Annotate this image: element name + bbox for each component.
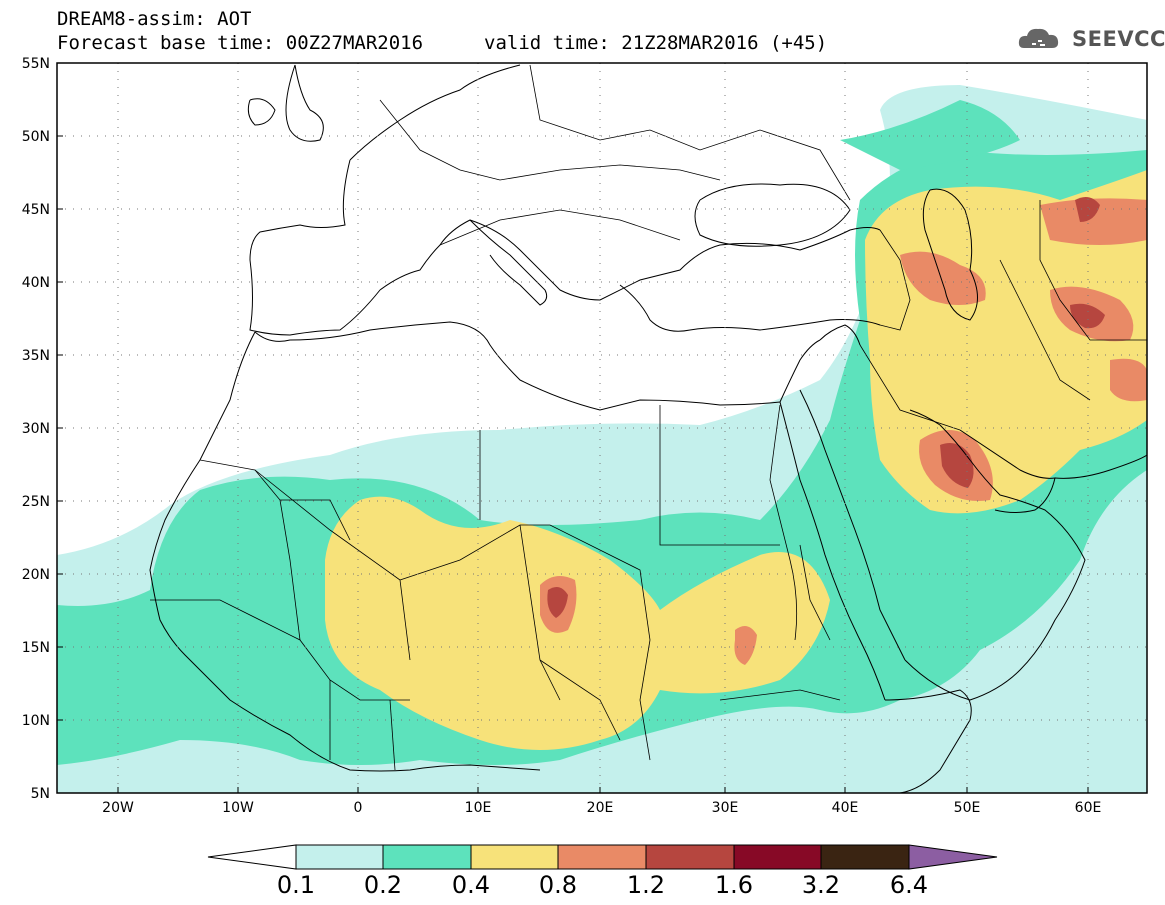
colorbar-segment (645, 844, 735, 870)
aot-contour-fields (57, 85, 1147, 793)
colorbar-segment (470, 844, 559, 870)
lat-label: 15N (22, 640, 50, 656)
map-gridlines (57, 63, 1147, 793)
colorbar-label: 0.2 (364, 871, 402, 899)
colorbar (207, 844, 998, 870)
colorbar-segment (908, 844, 998, 870)
colorbar-segment (733, 844, 822, 870)
colorbar-label: 3.2 (802, 871, 840, 899)
lat-label: 55N (22, 56, 50, 72)
lat-label: 50N (22, 129, 50, 145)
colorbar-labels: 0.1 0.2 0.4 0.8 1.2 1.6 3.2 6.4 (277, 871, 928, 899)
colorbar-segment (820, 844, 910, 870)
lat-label: 5N (31, 786, 50, 802)
colorbar-label: 6.4 (890, 871, 928, 899)
colorbar-segment (557, 844, 647, 870)
country-borders (150, 64, 1147, 771)
product-title: DREAM8-assim: AOT (57, 8, 252, 30)
lon-label: 30E (712, 800, 739, 816)
logo-text: SEEVCCC (1072, 27, 1165, 51)
lon-label: 0 (354, 800, 363, 816)
colorbar-label: 1.2 (627, 871, 665, 899)
lon-label: 50E (954, 800, 981, 816)
lat-label: 40N (22, 275, 50, 291)
lat-label: 30N (22, 421, 50, 437)
colorbar-label: 0.4 (452, 871, 490, 899)
axis-ticks (57, 62, 1089, 794)
colorbar-label: 0.1 (277, 871, 315, 899)
colorbar-segment (382, 844, 472, 870)
colorbar-segment (207, 844, 297, 870)
longitude-labels: 20W 10W 0 10E 20E 30E 40E 50E 60E (102, 800, 1101, 816)
lat-label: 25N (22, 494, 50, 510)
valid-time: valid time: 21Z28MAR2016 (+45) (484, 32, 828, 54)
lat-label: 45N (22, 202, 50, 218)
lon-label: 20W (102, 800, 134, 816)
colorbar-label: 1.6 (715, 871, 753, 899)
lon-label: 40E (832, 800, 859, 816)
colorbar-label: 0.8 (539, 871, 577, 899)
colorbar-segment (295, 844, 384, 870)
forecast-base-time: Forecast base time: 00Z27MAR2016 (57, 32, 424, 54)
cloud-logo-icon (1018, 28, 1059, 48)
lon-label: 60E (1075, 800, 1102, 816)
lon-label: 10W (222, 800, 254, 816)
latitude-labels: 55N 50N 45N 40N 35N 30N 25N 20N 15N 10N … (22, 56, 50, 802)
lat-label: 35N (22, 348, 50, 364)
lon-label: 20E (587, 800, 614, 816)
lon-label: 10E (465, 800, 492, 816)
coastlines-borders (149, 64, 1147, 793)
lat-label: 10N (22, 713, 50, 729)
lat-label: 20N (22, 567, 50, 583)
